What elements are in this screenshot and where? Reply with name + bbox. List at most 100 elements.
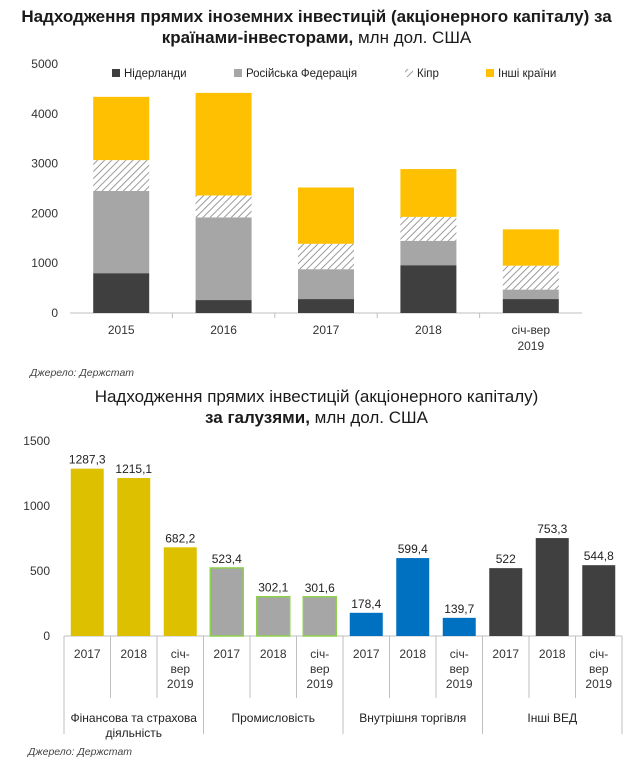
chart2-x-label: 2018 (260, 647, 287, 661)
chart1-legend-label: Нідерланди (124, 68, 187, 80)
chart2-bar-0-0 (70, 468, 104, 636)
chart2-bar-3-2 (582, 565, 616, 636)
chart2-data-label: 1287,3 (69, 453, 106, 467)
chart2-bar-2-2 (442, 617, 476, 636)
chart1-bar-0-1 (195, 300, 252, 313)
chart1-ytick-label: 3000 (31, 157, 58, 171)
chart2-bar-1-2 (302, 596, 337, 637)
chart1-legend-entry: Кіпр (405, 68, 439, 80)
chart2-bar-0-2 (163, 547, 197, 636)
chart2-group-label: Фінансова та страхова (71, 711, 198, 725)
chart2-bar-1-1 (256, 595, 291, 637)
chart2-x-label: 2019 (167, 677, 194, 691)
chart2-bar-3-1 (535, 538, 569, 636)
chart1-stacked-bar: 0 1000 2000 3000 4000 5000 2015 2016 2017 2018 січ… (31, 57, 582, 353)
chart2-data-label: 522 (496, 552, 516, 566)
chart1-x-label: 2019 (517, 339, 544, 353)
chart2-x-label: січ- (589, 647, 608, 661)
chart2-ytick-label: 0 (43, 629, 50, 643)
chart1-ytick-label: 1000 (31, 256, 58, 270)
chart1-bar-1-3 (400, 240, 457, 266)
chart2-x-label: 2019 (446, 677, 473, 691)
chart2-data-label: 139,7 (444, 602, 474, 616)
chart2-ytick-label: 500 (30, 564, 50, 578)
chart1-title: Надходження прямих іноземних інвестицій … (0, 6, 633, 48)
chart1-legend-entry: Російська Федерація (234, 68, 357, 80)
chart1-bar-2-3 (400, 216, 457, 241)
chart2-title: Надходження прямих інвестицій (акціонерн… (0, 386, 633, 428)
chart1-bar-2-0 (93, 160, 150, 191)
chart2-ytick-label: 1500 (23, 434, 50, 448)
chart2-x-label: 2019 (306, 677, 333, 691)
chart1-title-main: Надходження прямих іноземних інвестицій … (21, 7, 612, 47)
chart1-legend-label: Кіпр (417, 68, 439, 80)
chart1-bar-3-4 (502, 229, 559, 266)
chart1-bar-1-1 (195, 217, 252, 301)
chart2-x-label: січ- (171, 647, 190, 661)
chart2-x-label: вер (449, 662, 469, 676)
chart2-title-main: за галузями, (205, 408, 310, 427)
chart2-title-line2: за галузями, млн дол. США (0, 407, 633, 428)
chart2-title-unit: млн дол. США (309, 408, 428, 427)
chart1-ytick-label: 5000 (31, 57, 58, 71)
chart2-group-label: Промисловість (231, 711, 315, 725)
chart1-bar-1-2 (298, 269, 354, 300)
chart1-bar-3-3 (400, 169, 457, 217)
chart1-bar-3-2 (298, 187, 354, 244)
chart2-x-label: вер (589, 662, 609, 676)
chart2-x-label: 2017 (74, 647, 101, 661)
chart1-bar-1-0 (93, 190, 150, 274)
chart1-x-label: 2015 (108, 323, 135, 337)
chart1-x-label: 2017 (313, 323, 340, 337)
chart2-bar-3-0 (489, 568, 523, 636)
chart2-x-label: 2018 (539, 647, 566, 661)
chart1-bar-3-0 (93, 96, 150, 161)
chart1-legend-label: Російська Федерація (246, 68, 357, 80)
chart1-legend-swatch (486, 69, 494, 77)
chart2-x-label: січ- (450, 647, 469, 661)
chart2-group-label: діяльність (106, 726, 162, 740)
chart2-x-label: вер (170, 662, 190, 676)
chart2-x-label: 2017 (213, 647, 240, 661)
chart2-x-label: 2017 (492, 647, 519, 661)
chart1-bar-2-1 (195, 195, 252, 218)
chart2-ytick-label: 1000 (23, 499, 50, 513)
chart1-bar-1-4 (502, 289, 559, 300)
chart2-group-label: Внутрішня торгівля (359, 711, 466, 725)
chart2-data-label: 302,1 (258, 581, 288, 595)
chart1-ytick-label: 2000 (31, 206, 58, 220)
chart2-bar-2-0 (349, 612, 383, 636)
chart2-x-label: вер (310, 662, 330, 676)
chart1-bar-2-2 (298, 243, 354, 270)
chart1-source: Джерело: Держстат (30, 367, 135, 379)
chart1-legend-entry: Нідерланди (112, 68, 187, 80)
chart1-x-label: січ-вер (512, 323, 551, 337)
chart1-title-unit: млн дол. США (353, 28, 472, 47)
chart2-group-label: Інші ВЕД (527, 711, 577, 725)
chart2-grouped-bar: 0 500 1000 1500 1287,3 2017 1215,1 2018 682,2 січ… (23, 434, 623, 740)
chart2-data-label: 753,3 (537, 522, 567, 536)
chart2-x-label: січ- (310, 647, 329, 661)
chart1-legend-swatch (112, 69, 120, 77)
chart2-data-label: 301,6 (305, 581, 335, 595)
chart2-data-label: 599,4 (398, 542, 428, 556)
chart1-legend-entry: Інші країни (486, 68, 556, 80)
chart1-legend-label: Інші країни (498, 68, 556, 80)
chart1-x-label: 2016 (210, 323, 237, 337)
chart2-source: Джерело: Держстат (28, 746, 133, 758)
chart2-data-label: 1215,1 (115, 462, 152, 476)
chart1-ytick-label: 4000 (31, 107, 58, 121)
chart2-x-label: 2018 (399, 647, 426, 661)
chart2-title-line1: Надходження прямих інвестицій (акціонерн… (94, 387, 539, 406)
chart2-x-label: 2019 (585, 677, 612, 691)
chart2-x-label: 2017 (353, 647, 380, 661)
chart1-bar-3-1 (195, 92, 252, 196)
chart1-ytick-label: 0 (51, 306, 58, 320)
chart2-bar-2-1 (396, 558, 430, 636)
chart2-data-label: 544,8 (584, 549, 614, 563)
chart1-bar-0-3 (400, 265, 457, 313)
chart1-legend-swatch (405, 69, 413, 77)
chart2-x-label: 2018 (120, 647, 147, 661)
chart1-bar-0-2 (298, 299, 354, 313)
chart1-bar-0-0 (93, 273, 150, 313)
